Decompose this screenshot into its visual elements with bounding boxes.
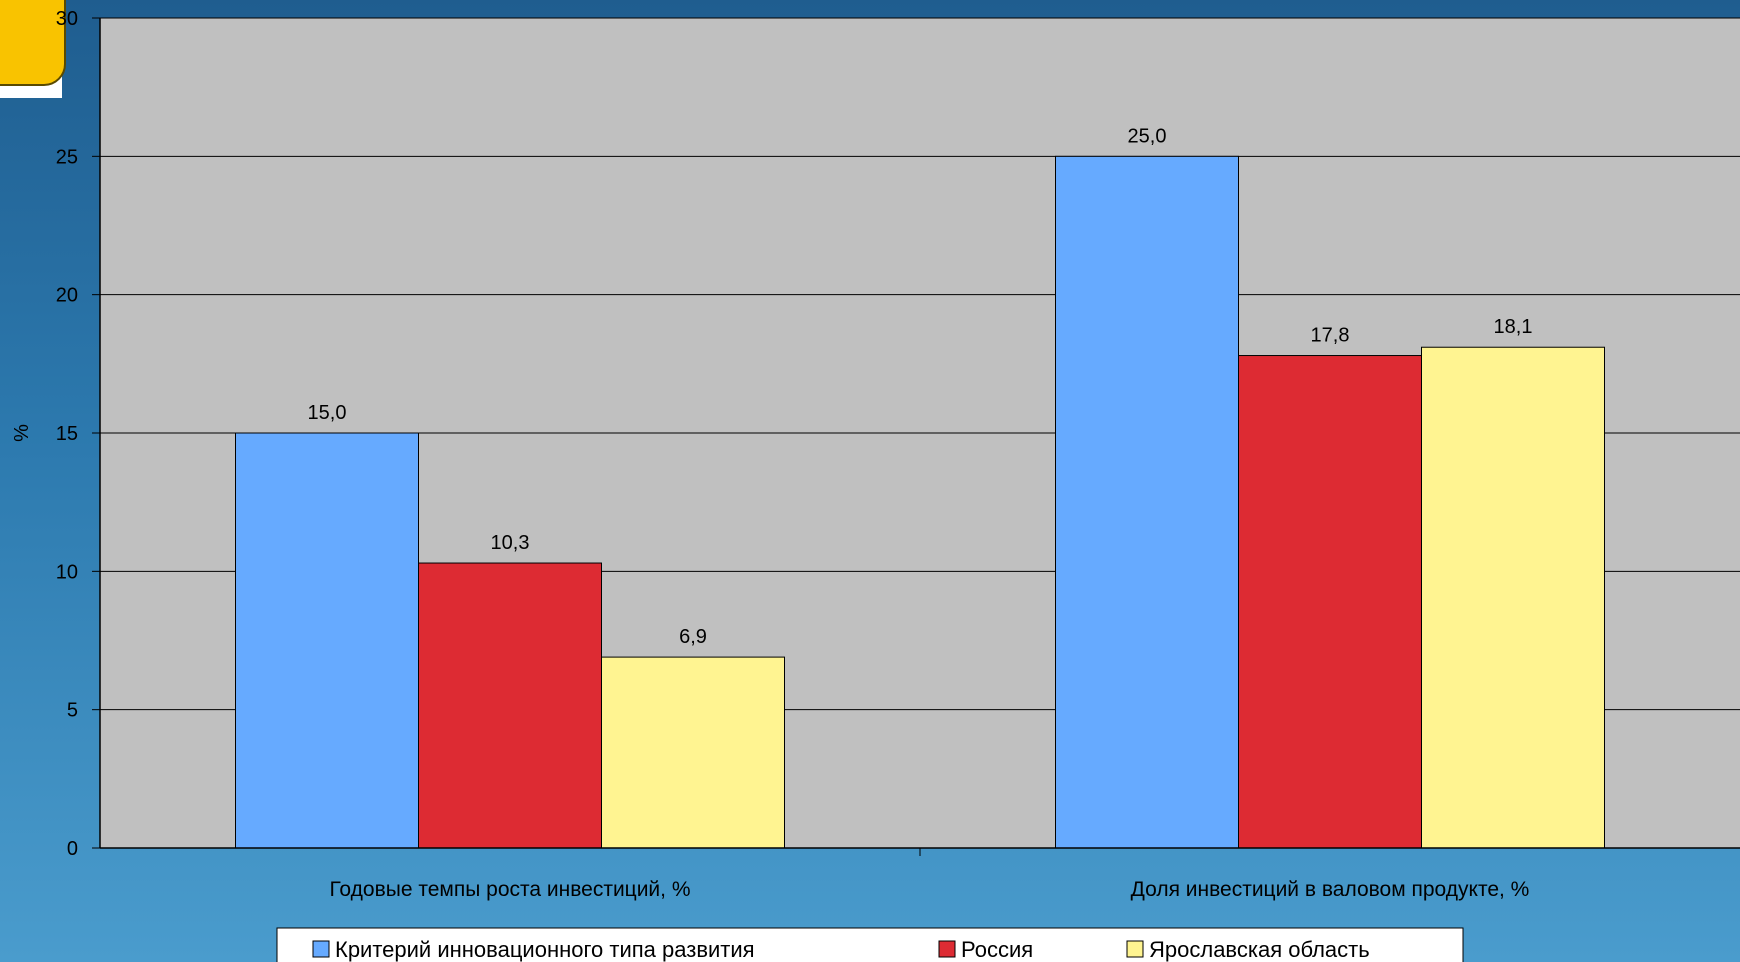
data-label: 6,9 — [679, 626, 707, 648]
yellow-tab-shape — [0, 0, 66, 86]
y-tick-label: 15 — [56, 423, 78, 445]
legend-label: Россия — [961, 937, 1033, 962]
y-tick-labels: 0 5 10 15 20 25 30 — [56, 8, 78, 860]
legend-box — [276, 927, 1464, 962]
bar — [418, 562, 602, 849]
axes — [99, 18, 1740, 856]
legend-label: Критерий инновационного типа развития — [335, 937, 755, 962]
y-axis-label: % — [11, 424, 33, 442]
y-tick-label: 30 — [56, 8, 78, 30]
legend-swatch — [938, 940, 956, 958]
y-tick-label: 20 — [56, 285, 78, 307]
legend-label: Ярославская область — [1149, 937, 1370, 962]
data-label: 25,0 — [1128, 125, 1167, 147]
legend: Критерий инновационного типа развития Рос… — [276, 927, 1464, 962]
category-label: Доля инвестиций в валовом продукте, % — [1131, 878, 1530, 901]
category-labels: Годовые темпы роста инвестиций, % Доля ин… — [329, 878, 1529, 901]
y-tick-label: 0 — [67, 838, 78, 860]
category-label: Годовые темпы роста инвестиций, % — [329, 878, 690, 901]
y-tick-label: 10 — [56, 561, 78, 583]
legend-swatch — [1126, 940, 1144, 958]
y-tick-label: 5 — [67, 700, 78, 722]
bar — [601, 656, 785, 849]
data-labels: 15,0 10,3 6,9 25,0 17,8 18,1 — [308, 125, 1533, 648]
data-label: 10,3 — [491, 532, 530, 554]
data-label: 15,0 — [308, 402, 347, 424]
legend-swatch — [312, 940, 330, 958]
corner-badge — [0, 0, 66, 98]
y-tick-label: 25 — [56, 146, 78, 168]
data-label: 17,8 — [1311, 325, 1350, 347]
bar — [1055, 155, 1239, 849]
bar — [1421, 346, 1605, 849]
bar — [1238, 355, 1422, 849]
bars — [235, 155, 1605, 849]
bar — [235, 432, 419, 849]
data-label: 18,1 — [1494, 316, 1533, 338]
